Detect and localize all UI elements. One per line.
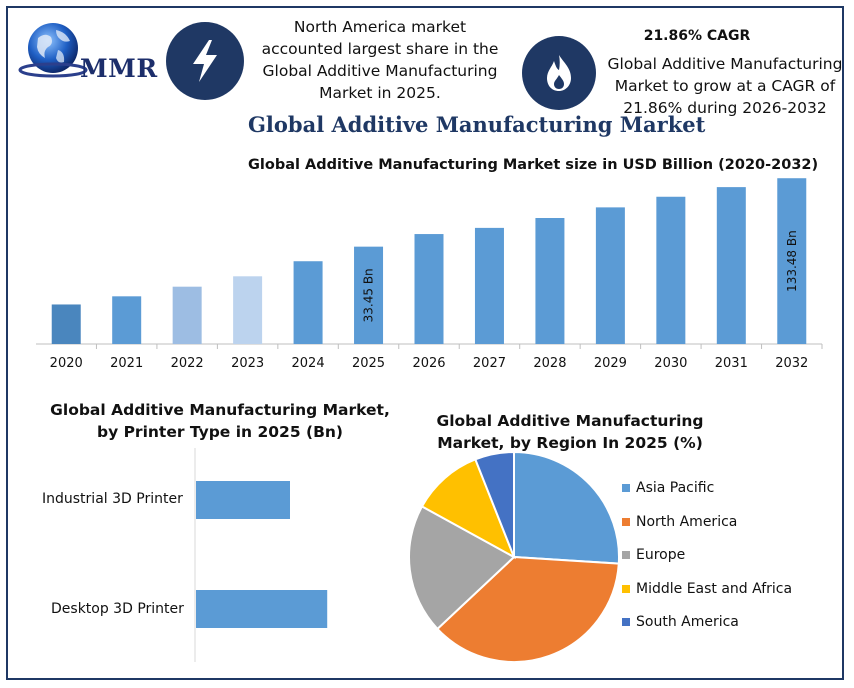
legend-item-south-america: South America bbox=[622, 612, 792, 632]
pie-slice-south-america bbox=[474, 450, 515, 558]
category-label-desktop: Desktop 3D Printer bbox=[51, 601, 184, 617]
logo-text: MMR bbox=[80, 54, 158, 83]
bar-2020 bbox=[51, 304, 81, 344]
x-tick-label: 2022 bbox=[171, 356, 204, 371]
x-tick-label: 2031 bbox=[715, 356, 748, 371]
x-tick-label: 2023 bbox=[231, 356, 264, 371]
region-pie-chart bbox=[408, 450, 620, 663]
x-tick-label: 2025 bbox=[352, 356, 385, 371]
x-tick-label: 2024 bbox=[292, 356, 325, 371]
data-label: 33.45 Bn bbox=[362, 268, 376, 322]
x-tick-label: 2021 bbox=[110, 356, 143, 371]
bar-chart: 2020 2021 2022 2023 2024 2025 2026 2027 2028 2029… bbox=[36, 178, 823, 371]
bar-2030 bbox=[656, 196, 686, 344]
bar-2032 bbox=[777, 178, 807, 344]
printer-bar-chart bbox=[194, 448, 328, 662]
pie-slice-north-america bbox=[436, 555, 620, 663]
bar-2026 bbox=[414, 234, 444, 344]
bar-industrial bbox=[196, 481, 290, 519]
x-tick-label: 2032 bbox=[775, 356, 808, 371]
legend-swatch bbox=[622, 584, 630, 593]
x-tick-label: 2027 bbox=[473, 356, 506, 371]
globe-icon bbox=[18, 23, 88, 78]
legend-swatch bbox=[622, 517, 630, 526]
logo: MMR bbox=[18, 18, 163, 86]
bar-2024 bbox=[293, 261, 323, 344]
legend-item-europe: Europe bbox=[622, 545, 792, 565]
bar-2021 bbox=[112, 296, 142, 344]
legend-label: Middle East and Africa bbox=[636, 580, 793, 597]
pie-slice-europe bbox=[408, 505, 516, 631]
legend-item-north-america: North America bbox=[622, 512, 792, 532]
bar-desktop bbox=[196, 590, 328, 628]
bar-2028 bbox=[535, 218, 565, 344]
bar-2025 bbox=[354, 246, 384, 344]
legend-swatch bbox=[622, 484, 630, 492]
category-label-industrial: Industrial 3D Printer bbox=[42, 491, 183, 507]
legend-label: Europe bbox=[636, 547, 686, 563]
legend-swatch bbox=[622, 618, 630, 626]
cagr-note: Global Additive Manufacturing Market to … bbox=[607, 55, 843, 117]
bar-2029 bbox=[595, 207, 625, 344]
page-border bbox=[6, 6, 844, 680]
bar-2027 bbox=[474, 227, 504, 344]
data-label: 133.48 Bn bbox=[785, 230, 799, 292]
bar-2031 bbox=[716, 187, 746, 344]
legend-item-middle-east-africa: Middle East and Africa bbox=[622, 579, 792, 599]
cagr-title: 21.86% CAGR bbox=[643, 28, 751, 44]
bar-chart-title: Global Additive Manufacturing Market siz… bbox=[248, 157, 819, 173]
legend-label: Asia Pacific bbox=[636, 480, 715, 496]
pie-slice-middle-east-and-africa bbox=[420, 458, 516, 560]
x-tick-label: 2020 bbox=[50, 356, 83, 371]
x-tick-label: 2030 bbox=[654, 356, 687, 371]
pie-legend: Asia Pacific North America Europe Middle… bbox=[622, 478, 792, 632]
legend-item-asia-pacific: Asia Pacific bbox=[622, 478, 792, 498]
printer-chart-title: Global Additive Manufacturing Market, by… bbox=[50, 401, 390, 441]
legend-swatch bbox=[622, 551, 630, 559]
legend-label: South America bbox=[636, 614, 739, 630]
region-chart-title: Global Additive Manufacturing Market, by… bbox=[436, 412, 704, 452]
x-tick-label: 2029 bbox=[594, 356, 627, 371]
market-share-note: North America market accounted largest s… bbox=[261, 18, 499, 102]
bar-2023 bbox=[233, 276, 263, 344]
lightning-icon bbox=[166, 22, 244, 100]
main-title: Global Additive Manufacturing Market bbox=[248, 112, 706, 137]
pie-slice-asia-pacific bbox=[513, 450, 620, 565]
x-tick-label: 2028 bbox=[533, 356, 566, 371]
bar-2022 bbox=[172, 286, 202, 344]
x-tick-label: 2026 bbox=[412, 356, 445, 371]
flame-icon bbox=[522, 36, 596, 110]
legend-label: North America bbox=[636, 513, 738, 530]
